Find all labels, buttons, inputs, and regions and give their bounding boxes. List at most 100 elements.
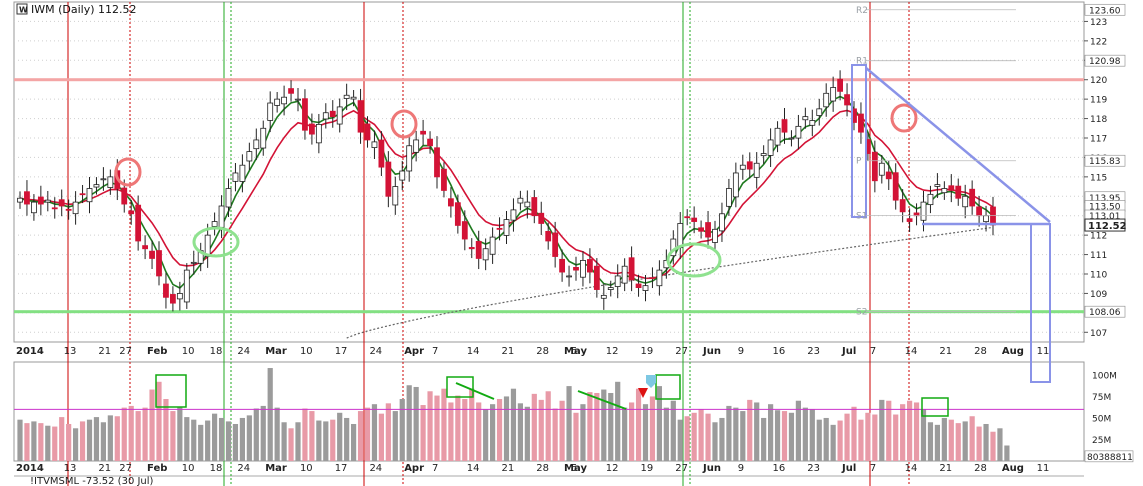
volume-bar [455, 395, 461, 461]
volume-bar [239, 417, 245, 461]
chart-logo-letter: W [19, 6, 28, 15]
x-axis-label: Jun [702, 463, 721, 474]
candle [163, 283, 169, 298]
annotation-oval-green [192, 226, 240, 258]
volume-bar [267, 368, 273, 461]
price-tick-label: 119 [1090, 96, 1107, 106]
candle [614, 275, 621, 287]
volume-bar [503, 396, 510, 461]
volume-bar [816, 419, 822, 461]
price-tick-label: 123 [1090, 18, 1107, 28]
candle [941, 188, 948, 194]
last-volume-box [1084, 450, 1134, 463]
candle [225, 188, 232, 208]
candle [559, 258, 565, 273]
x-axis-label: 12 [606, 463, 619, 474]
candle [871, 151, 878, 182]
candle [357, 100, 364, 133]
candle [948, 185, 955, 191]
candle [79, 193, 86, 196]
candle [746, 161, 753, 170]
volume-bar [670, 400, 676, 461]
annotation-oval-green [666, 242, 722, 278]
volume-bar [59, 417, 65, 461]
volume-bar [635, 388, 642, 461]
volume-bar [545, 391, 551, 461]
candle [906, 218, 913, 222]
candle [482, 248, 489, 261]
volume-bar [524, 406, 530, 461]
candle [378, 139, 385, 168]
volume-bar [420, 405, 426, 461]
volume-bar [795, 400, 801, 461]
volume-bar [823, 417, 829, 461]
volume-bar [900, 404, 906, 461]
volume-bar [510, 388, 517, 461]
candle [232, 172, 239, 182]
candle [93, 184, 100, 188]
volume-bar [531, 393, 537, 461]
volume-axis: 100M 75M 50M 25M 80388811 [1084, 371, 1134, 463]
candle [628, 257, 635, 281]
volume-bar [677, 419, 683, 461]
price-tick-label: 117 [1090, 135, 1107, 145]
x-axis-label: 13 [64, 346, 77, 357]
x-axis-label: 17 [335, 346, 348, 357]
volume-bar [302, 408, 308, 461]
price-tick-label: 115 [1090, 173, 1107, 183]
volume-bar [962, 421, 968, 461]
candle [573, 267, 579, 271]
candle [322, 112, 329, 120]
volume-bar [740, 411, 746, 461]
x-axis-label: 28 [974, 463, 987, 474]
x-axis-label: Mar [265, 346, 287, 357]
candle [607, 287, 614, 290]
volume-bar [462, 399, 468, 461]
volume-bar [93, 417, 100, 461]
x-axis-label: 2014 [16, 463, 44, 474]
volume-bar [733, 407, 739, 461]
x-axis-label: 10 [182, 463, 195, 474]
volume-bar [927, 422, 934, 461]
candle [760, 153, 767, 157]
volume-bar [997, 428, 1003, 461]
candle [899, 199, 906, 213]
x-axis-label: May [564, 463, 587, 474]
x-axis-label: 24 [369, 346, 382, 357]
candle [392, 186, 399, 206]
volume-bar [615, 381, 621, 461]
candle [593, 265, 600, 290]
volume-annotation-box [655, 374, 681, 400]
candle [774, 127, 781, 146]
candle [531, 197, 538, 217]
candle [315, 124, 322, 144]
candle [385, 161, 392, 197]
volume-bar [52, 426, 58, 461]
volume-tick-label: 75M [1092, 393, 1111, 403]
candle [350, 96, 357, 100]
volume-bar [768, 404, 774, 461]
volume-bar [371, 404, 378, 461]
price-tick-label: 107 [1090, 329, 1107, 339]
volume-bar [184, 417, 190, 461]
candle [802, 116, 809, 121]
volume-bar [434, 395, 440, 461]
price-level-label: 113.95 [1089, 194, 1121, 204]
pivot-label: S1 [856, 212, 867, 222]
candle [86, 188, 93, 203]
volume-bar [107, 415, 113, 461]
x-axis-label: 21 [98, 463, 111, 474]
volume-bar [274, 407, 280, 461]
volume-bar [170, 411, 176, 461]
candle [858, 113, 864, 133]
chart-title: W IWM (Daily) 112.52 [16, 3, 137, 16]
volume-arrow-red [638, 388, 648, 398]
candle [281, 96, 288, 105]
volume-bar [121, 407, 127, 461]
candle [135, 204, 142, 242]
x-axis-label: 27 [675, 463, 688, 474]
x-axis-label: 28 [536, 463, 549, 474]
last-volume-label: 80388811 [1087, 453, 1133, 463]
x-axis-label: Apr [404, 463, 424, 474]
candle [552, 232, 559, 257]
